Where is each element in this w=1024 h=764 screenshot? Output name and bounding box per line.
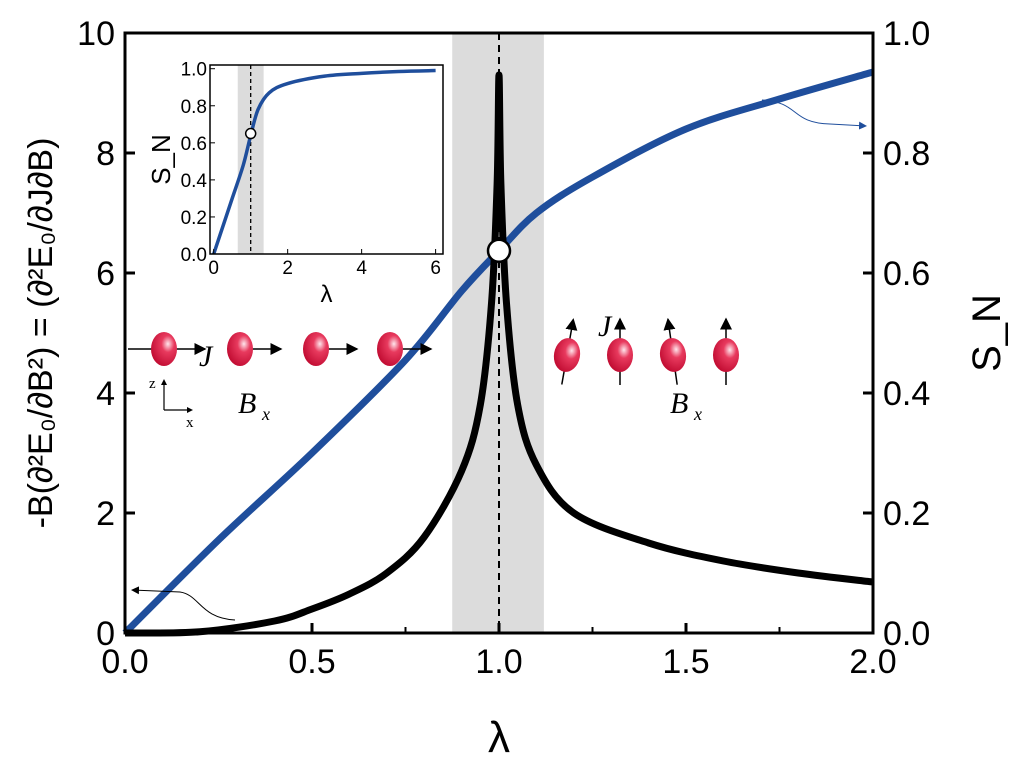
inset-plot: 0 2 4 6 0.0 0.2 0.4 0.6 0.8 1.0 λ S_N <box>146 60 444 308</box>
inset-frame <box>209 64 444 255</box>
field-sub-left: x <box>261 404 270 424</box>
spin-tilted <box>713 317 739 385</box>
inset-y-tick-label: 1.0 <box>181 60 207 81</box>
y-right-tick-label: 0.0 <box>883 615 930 653</box>
inset-y-tick-label: 0.6 <box>181 134 207 155</box>
x-tick-label: 1.0 <box>475 643 522 681</box>
inset-x-tick-label: 6 <box>430 258 441 279</box>
spin-tilted <box>553 318 581 385</box>
spin-tilted <box>659 317 687 385</box>
spin-sphere <box>607 338 633 372</box>
field-sub-right: x <box>693 404 702 424</box>
spin-sphere <box>553 338 581 372</box>
x-tick-label: 2.0 <box>849 643 896 681</box>
x-tick-label: 0.0 <box>101 643 148 681</box>
y-axis-right-label: S_N <box>965 294 1009 372</box>
inset-y-tick-label: 0.4 <box>181 171 208 192</box>
y-left-tick-label: 6 <box>96 255 115 293</box>
y-left-tick-label: 0 <box>96 615 115 653</box>
arrow-to-left-axis <box>131 586 236 621</box>
y-right-tick-label: 0.4 <box>883 375 930 413</box>
spin-sphere <box>303 332 329 366</box>
coupling-label-left: J <box>199 340 214 373</box>
inset-x-tick-label: 4 <box>356 258 367 279</box>
spin-sphere <box>713 338 739 372</box>
y-right-tick-label: 0.8 <box>883 135 930 173</box>
y-left-tick-label: 10 <box>77 15 115 53</box>
y-right-tick-label: 1.0 <box>883 15 930 53</box>
spin-sphere <box>227 332 253 366</box>
axis-x-label: x <box>186 415 194 431</box>
x-tick-label: 0.5 <box>288 643 335 681</box>
x-axis-label: λ <box>488 713 510 762</box>
arrow-to-right-axis <box>761 99 867 130</box>
spin-tilted <box>607 317 633 385</box>
inset-x-tick-label: 2 <box>282 258 293 279</box>
spin-sphere <box>377 332 403 366</box>
spin-sphere <box>151 332 177 366</box>
field-label-right: B <box>670 387 688 420</box>
inset-y-tick-label: 0.8 <box>181 97 207 118</box>
axes-indicator <box>163 382 190 411</box>
inset-y-tick-label: 0.0 <box>181 245 207 266</box>
y-right-tick-label: 0.6 <box>883 255 930 293</box>
spin-chain-annotations <box>128 317 739 413</box>
axis-z-label: z <box>149 376 156 392</box>
main-plot: 0.0 0.5 1.0 1.5 2.0 0 2 4 6 8 10 0.0 0.2 0.4 0.6 0.8 1.0 <box>77 15 930 681</box>
series-line-blue <box>122 68 874 636</box>
x-tick-label: 1.5 <box>662 643 709 681</box>
inset-y-tick-label: 0.2 <box>181 208 207 229</box>
field-label-left: B <box>238 387 256 420</box>
inset-y-label: S_N <box>146 134 176 185</box>
y-axis-left-label: -B(∂²E₀/∂B²) = (∂²E₀/∂J∂B) <box>22 138 60 529</box>
spin-sphere <box>659 338 687 372</box>
inset-x-tick-label: 0 <box>208 258 219 279</box>
critical-point-marker <box>486 238 512 264</box>
y-left-tick-label: 8 <box>96 135 115 173</box>
coupling-label-right: J <box>598 310 613 343</box>
inset-x-label: λ <box>321 281 333 308</box>
y-right-tick-label: 0.2 <box>883 495 930 533</box>
y-left-tick-label: 4 <box>96 375 115 413</box>
series-line-black <box>124 71 874 637</box>
y-left-tick-label: 2 <box>96 495 115 533</box>
inset-series-line <box>212 68 436 255</box>
axes-indicator-arrowheads <box>161 379 193 413</box>
inset-marker <box>244 127 257 140</box>
